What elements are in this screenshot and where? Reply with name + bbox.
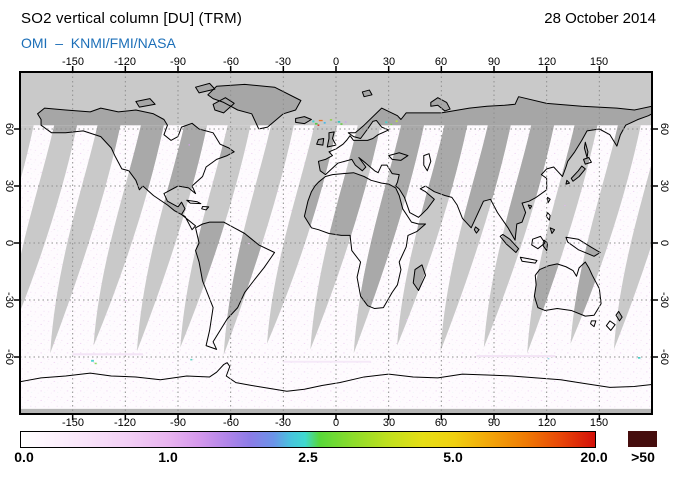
colorbar-gradient bbox=[20, 431, 596, 448]
lon-tick-label: -120 bbox=[113, 56, 137, 68]
instrument-subtitle: OMI – KNMI/FMI/NASA bbox=[21, 35, 176, 51]
date-label: 28 October 2014 bbox=[544, 10, 656, 27]
lat-tick-label: 0 bbox=[658, 239, 670, 247]
lat-tick-label: -60 bbox=[658, 349, 670, 365]
lon-tick-label: -150 bbox=[61, 56, 85, 68]
colorbar-tick-label: 1.0 bbox=[158, 449, 178, 465]
lon-tick-label: -90 bbox=[170, 56, 186, 68]
lon-tick-label: 90 bbox=[487, 417, 501, 429]
lon-tick-label: 0 bbox=[332, 56, 340, 68]
page-title: SO2 vertical column [DU] (TRM) bbox=[21, 10, 243, 27]
colorbar-tick-label: 5.0 bbox=[443, 449, 463, 465]
lat-tick-label: 60 bbox=[3, 122, 15, 136]
lon-tick-label: 150 bbox=[589, 417, 609, 429]
lon-tick-label: 30 bbox=[382, 417, 396, 429]
lon-tick-label: -30 bbox=[275, 56, 291, 68]
lon-tick-label: 60 bbox=[434, 417, 448, 429]
lat-tick-label: -60 bbox=[3, 349, 15, 365]
world-map-canvas bbox=[20, 72, 652, 414]
lon-tick-label: -120 bbox=[113, 417, 137, 429]
lon-tick-label: 120 bbox=[537, 417, 557, 429]
lon-tick-label: 60 bbox=[434, 56, 448, 68]
lon-tick-label: -30 bbox=[275, 417, 291, 429]
colorbar-tick-label: 2.5 bbox=[298, 449, 318, 465]
lat-tick-label: 30 bbox=[3, 179, 15, 193]
lon-tick-label: 90 bbox=[487, 56, 501, 68]
lon-tick-label: -90 bbox=[170, 417, 186, 429]
lon-tick-label: 150 bbox=[589, 56, 609, 68]
lon-tick-label: -60 bbox=[223, 56, 239, 68]
colorbar-tick-label: 0.0 bbox=[14, 449, 34, 465]
colorbar-overflow-box bbox=[628, 431, 657, 447]
lon-tick-label: 120 bbox=[537, 56, 557, 68]
colorbar-tick-label: 20.0 bbox=[580, 449, 608, 465]
lon-tick-label: -60 bbox=[223, 417, 239, 429]
lat-tick-label: 0 bbox=[3, 239, 15, 247]
lon-tick-label: -150 bbox=[61, 417, 85, 429]
lat-tick-label: 60 bbox=[658, 122, 670, 136]
lon-tick-label: 0 bbox=[332, 417, 340, 429]
lat-tick-label: -30 bbox=[3, 292, 15, 308]
lat-tick-label: 30 bbox=[658, 179, 670, 193]
lon-tick-label: 30 bbox=[382, 56, 396, 68]
colorbar-tick-label: >50 bbox=[631, 449, 655, 465]
so2-data-map bbox=[20, 72, 652, 414]
lat-tick-label: -30 bbox=[658, 292, 670, 308]
